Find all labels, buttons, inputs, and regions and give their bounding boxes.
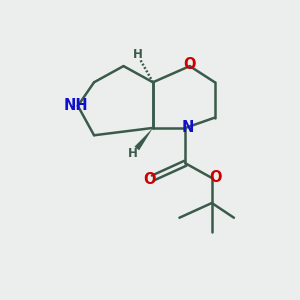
Text: N: N bbox=[182, 120, 194, 135]
Text: O: O bbox=[184, 57, 196, 72]
Text: O: O bbox=[209, 170, 222, 185]
Text: O: O bbox=[144, 172, 156, 187]
Text: NH: NH bbox=[64, 98, 89, 113]
Polygon shape bbox=[134, 128, 153, 150]
Text: H: H bbox=[133, 48, 143, 62]
Text: H: H bbox=[128, 147, 137, 160]
